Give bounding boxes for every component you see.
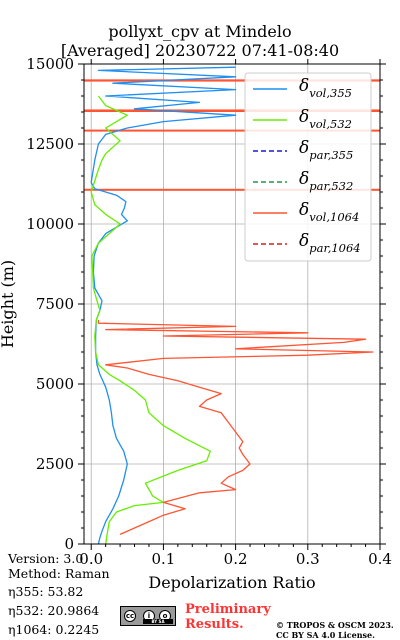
legend-label-subscript: par,532: [309, 179, 353, 193]
copyright-text: © TROPOS & OSCM 2023. CC BY SA 4.0 Licen…: [276, 620, 394, 640]
version-text: Version: 3.0: [8, 551, 84, 566]
x-tick-label: 0.4: [368, 550, 392, 568]
cc-by-sa-license-icon: cc i o BY SA: [120, 606, 176, 626]
axis-tick-labels: 0.0 0.1 0.2 0.3 0.4 0 2500 5000 7500 10000 12500 15…: [26, 55, 392, 568]
cc-icon: cc: [124, 610, 136, 622]
y-tick-label: 2500: [36, 455, 74, 473]
band-1064: [84, 79, 380, 82]
legend-label-subscript: vol,1064: [309, 210, 359, 224]
eta355-text: η355: 53.82: [8, 584, 84, 599]
copyright-line2: CC BY SA 4.0 License.: [276, 630, 375, 640]
band-1064: [84, 109, 380, 112]
legend-label-subscript: vol,355: [309, 86, 352, 100]
x-tick-label: 0.0: [79, 550, 103, 568]
x-axis-label: Depolarization Ratio: [148, 573, 315, 592]
x-tick-label: 0.2: [224, 550, 248, 568]
y-tick-label: 7500: [36, 295, 74, 313]
eta1064-text: η1064: 0.2245: [8, 622, 100, 637]
band-1064: [84, 129, 380, 132]
series-line-vol-1064: [97, 320, 374, 535]
chart-title-line2: [Averaged] 20230722 07:41-08:40: [60, 41, 340, 60]
band-1064: [84, 188, 380, 191]
series-lines: [90, 66, 374, 545]
y-tick-label: 15000: [26, 55, 74, 73]
series-line-vol-532: [90, 95, 211, 545]
legend-label-subscript: vol,532: [309, 117, 352, 131]
legend-label-subscript: par,1064: [309, 241, 360, 255]
y-tick-label: 10000: [26, 215, 74, 233]
legend-label-subscript: par,355: [309, 148, 353, 162]
eta532-text: η532: 20.9864: [8, 603, 100, 618]
preliminary-label: Preliminary Results.: [185, 602, 271, 632]
y-axis-label: Height (m): [0, 260, 17, 348]
chart-title-line1: pollyxt_cpv at Mindelo: [108, 22, 292, 41]
y-tick-label: 0: [64, 535, 74, 553]
preliminary-line1: Preliminary: [185, 602, 271, 617]
copyright-line1: © TROPOS & OSCM 2023.: [276, 620, 394, 630]
band-lines-1064: [84, 79, 380, 191]
y-tick-label: 12500: [26, 135, 74, 153]
axis-ticks: [78, 59, 386, 550]
x-tick-label: 0.3: [296, 550, 320, 568]
method-text: Method: Raman: [8, 566, 110, 581]
preliminary-line2: Results.: [185, 617, 244, 632]
x-tick-label: 0.1: [151, 550, 175, 568]
y-tick-label: 5000: [36, 375, 74, 393]
cc-strip: BY SA: [143, 619, 173, 624]
legend: δvol,355δvol,532δpar,355δpar,532δvol,106…: [244, 72, 372, 262]
